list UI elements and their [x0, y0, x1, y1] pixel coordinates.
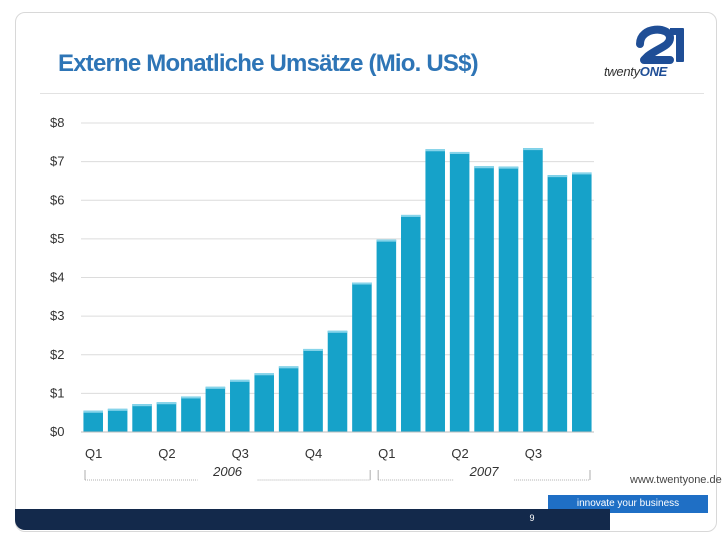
year-label: 2006 — [212, 464, 243, 479]
bar-highlight — [352, 282, 372, 285]
bar — [230, 379, 250, 432]
bar — [327, 330, 348, 432]
bar — [278, 366, 299, 432]
y-tick-label: $5 — [50, 231, 64, 246]
quarter-label: Q3 — [232, 446, 249, 461]
y-tick-label: $1 — [50, 385, 64, 400]
bar-highlight — [83, 410, 103, 413]
bar-highlight — [572, 172, 592, 175]
bar-highlight — [376, 239, 397, 242]
bar-highlight — [303, 348, 323, 351]
bar — [401, 214, 421, 432]
bar-highlight — [474, 166, 494, 169]
bar — [181, 396, 201, 432]
website-link[interactable]: www.twentyone.de — [630, 474, 722, 486]
quarter-label: Q2 — [451, 446, 468, 461]
quarter-label: Q4 — [305, 446, 322, 461]
bar — [474, 166, 494, 432]
quarter-label: Q3 — [525, 446, 542, 461]
bar — [572, 172, 592, 432]
21-logo-icon — [636, 25, 684, 64]
y-tick-label: $7 — [50, 154, 64, 169]
bar-highlight — [547, 175, 568, 178]
quarter-label: Q1 — [378, 446, 395, 461]
bar-highlight — [181, 396, 201, 399]
revenue-bar-chart: $0 $1 $2 $3 $4 $5 $6 $7 $8 Q1 Q2 Q3 Q4 Q1 Q2 Q3 2006 2007 — [40, 108, 600, 484]
bar — [523, 148, 543, 432]
bar — [303, 348, 323, 432]
y-tick-label: $2 — [50, 347, 64, 362]
page-number: 9 — [529, 513, 535, 523]
bar-highlight — [230, 379, 250, 382]
bar — [498, 166, 519, 433]
quarter-label: Q2 — [158, 446, 175, 461]
y-tick-label: $8 — [50, 115, 64, 130]
bar — [449, 151, 470, 432]
logo-wordmark: twentyONE — [604, 64, 667, 79]
y-tick-label: $6 — [50, 192, 64, 207]
bar — [254, 373, 274, 432]
bar-highlight — [205, 386, 226, 389]
bar — [156, 402, 177, 432]
y-tick-label: $0 — [50, 424, 64, 439]
year-label: 2007 — [469, 464, 500, 479]
bar — [425, 149, 445, 432]
bar-highlight — [401, 214, 421, 217]
bar-layer — [83, 148, 592, 433]
logo-word-part2: ONE — [639, 64, 668, 79]
logo — [600, 22, 700, 88]
bar — [107, 408, 128, 432]
title-divider — [40, 93, 704, 94]
bar-highlight — [498, 166, 519, 169]
bar — [352, 282, 372, 432]
axis-layer: $0 $1 $2 $3 $4 $5 $6 $7 $8 Q1 Q2 Q3 Q4 Q1 Q2 Q3 2006 2007 — [50, 115, 594, 481]
bar — [83, 410, 103, 432]
slide-title: Externe Monatliche Umsätze (Mio. US$) — [58, 50, 479, 77]
bar-highlight — [107, 408, 128, 411]
bar-highlight — [132, 404, 152, 407]
bar-highlight — [425, 149, 445, 152]
y-tick-label: $4 — [50, 270, 64, 285]
bar-highlight — [156, 402, 177, 405]
tagline-banner: innovate your business — [548, 495, 708, 513]
y-tick-label: $3 — [50, 308, 64, 323]
logo-word-part1: twenty — [604, 64, 640, 79]
bar-highlight — [449, 151, 470, 154]
bar — [376, 239, 397, 432]
bar — [132, 404, 152, 432]
footer-bar — [15, 509, 610, 530]
bar — [205, 386, 226, 432]
bar-highlight — [523, 148, 543, 151]
bar-highlight — [254, 373, 274, 376]
bar-highlight — [327, 330, 348, 333]
bar-highlight — [278, 366, 299, 369]
quarter-label: Q1 — [85, 446, 102, 461]
bar — [547, 175, 568, 433]
